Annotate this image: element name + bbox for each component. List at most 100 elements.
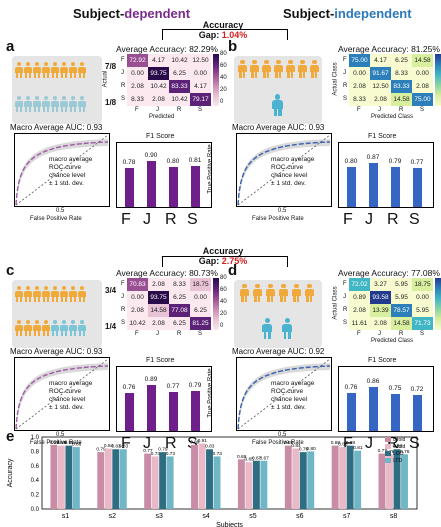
f1-value: 0.79 bbox=[188, 382, 202, 390]
bar bbox=[378, 453, 386, 509]
person-icon bbox=[286, 60, 295, 78]
chance-line bbox=[237, 134, 331, 206]
person-icon bbox=[51, 320, 59, 336]
matrix-row-label: S bbox=[343, 96, 348, 102]
matrix-cell: 10.42 bbox=[169, 93, 190, 106]
roc-curve bbox=[15, 358, 109, 430]
matrix-cell: 6.25 bbox=[190, 304, 211, 317]
matrix-ylabel: Actual Class bbox=[332, 62, 339, 96]
f1-value: 0.75 bbox=[388, 384, 402, 392]
bar-value-label: 0.86 bbox=[338, 442, 348, 448]
legend-chance: chance level bbox=[49, 172, 86, 179]
matrix-cell: 8.33 bbox=[127, 93, 148, 106]
macro-roc-line bbox=[237, 365, 331, 430]
f1-value: 0.72 bbox=[410, 386, 424, 394]
f1-bar bbox=[391, 393, 400, 431]
roc-plot: macro average ROC curve chance level ± 1 s… bbox=[14, 133, 110, 207]
matrix-cell: 71.73 bbox=[412, 317, 433, 330]
legend-macro: macro average ROC curve bbox=[271, 380, 315, 395]
person-icon bbox=[15, 286, 23, 302]
person-icon bbox=[282, 318, 293, 339]
f1-bar bbox=[169, 166, 178, 207]
bar-value-label: 0.83 bbox=[393, 444, 403, 450]
person-icon bbox=[33, 320, 41, 336]
f1-bar bbox=[169, 392, 178, 431]
matrix-row-label: F bbox=[343, 57, 347, 63]
person-icon bbox=[15, 320, 23, 336]
matrix-col-label: S bbox=[198, 331, 203, 337]
roc-curve bbox=[237, 134, 331, 206]
test-ratio: 1/8 bbox=[105, 98, 117, 107]
subject-independent-header: Subject-independent bbox=[283, 6, 412, 21]
matrix-row-label: F bbox=[121, 281, 125, 287]
matrix-cell: 12.50 bbox=[370, 80, 391, 93]
person-icon bbox=[262, 318, 273, 339]
bar bbox=[144, 453, 152, 509]
colorbar-tick: 80 bbox=[220, 275, 227, 281]
f1-class-label: J bbox=[143, 211, 151, 228]
person-icon bbox=[262, 60, 271, 78]
matrix-col-label: F bbox=[135, 331, 139, 337]
bar bbox=[166, 456, 174, 509]
bar-value-label: 0.86 bbox=[72, 442, 82, 448]
y-axis-label: Accuracy bbox=[7, 458, 14, 487]
f1-class-label: S bbox=[409, 211, 420, 228]
train-ratio: 3/4 bbox=[105, 286, 117, 295]
bar bbox=[151, 456, 159, 509]
bar bbox=[245, 462, 253, 509]
colorbar-tick: 40 bbox=[220, 75, 227, 81]
person-icon bbox=[266, 284, 275, 302]
colorbar-tick: 0 bbox=[220, 323, 224, 329]
bar-value-label: 0.89 bbox=[190, 439, 200, 445]
roc-legend: macro average ROC curve chance level ± 1 s… bbox=[271, 156, 325, 188]
legend-std: ± 1 std. dev. bbox=[271, 180, 306, 187]
roc-legend: macro average ROC curve chance level ± 1 s… bbox=[271, 380, 325, 412]
confusion-matrix: 70.83 2.08 8.33 18.75 0.00 93.75 6.25 0.00 2.08 1… bbox=[127, 278, 211, 330]
bar bbox=[50, 444, 58, 509]
legend-std: ± 1 std. dev. bbox=[271, 404, 306, 411]
matrix-col-label: R bbox=[399, 331, 404, 337]
x-tick: s3 bbox=[155, 513, 163, 520]
matrix-col-label: S bbox=[420, 331, 425, 337]
legend-macro: macro average ROC curve bbox=[271, 156, 315, 171]
bar-value-label: 0.65 bbox=[245, 457, 255, 463]
x-tick: s1 bbox=[62, 513, 70, 520]
legend-swatch bbox=[385, 458, 391, 463]
x-tick: s6 bbox=[296, 513, 304, 520]
bar bbox=[104, 448, 112, 509]
colorbar bbox=[435, 54, 441, 106]
bar bbox=[213, 456, 221, 509]
f1-value: 0.76 bbox=[122, 383, 136, 391]
matrix-cell: 6.25 bbox=[169, 317, 190, 330]
matrix-cell: 13.39 bbox=[370, 304, 391, 317]
bar bbox=[237, 459, 245, 509]
matrix-cell: 2.08 bbox=[349, 304, 370, 317]
matrix-cell: 0.00 bbox=[349, 67, 370, 80]
accuracy-bar-chart: 0.00.20.40.60.81.00.890.880.880.86s10.79… bbox=[7, 435, 418, 527]
x-tick: s5 bbox=[249, 513, 257, 520]
matrix-col-label: J bbox=[156, 331, 159, 337]
legend-chance: chance level bbox=[271, 396, 308, 403]
matrix-cell: 91.67 bbox=[370, 67, 391, 80]
macro-roc-line bbox=[15, 365, 109, 430]
f1-class-label: J bbox=[365, 211, 373, 228]
person-icon bbox=[42, 62, 50, 78]
bar bbox=[72, 447, 80, 509]
legend-label: 4 fold bbox=[393, 444, 405, 450]
panel-c: c 3/4 1/4 Average Accuracy: 80.73% 70.83 2.08… bbox=[0, 262, 227, 452]
roc-xtick: 0.5 bbox=[278, 432, 287, 438]
bar bbox=[112, 449, 120, 509]
bar-value-label: 0.83 bbox=[111, 444, 121, 450]
bar-value-label: 0.88 bbox=[346, 440, 356, 446]
person-icon bbox=[78, 96, 86, 112]
confusion-matrix: 72.02 3.27 5.95 18.75 0.89 93.58 5.95 0.00 2.08 1… bbox=[349, 278, 433, 330]
matrix-row-label: J bbox=[343, 70, 346, 76]
person-icon bbox=[33, 96, 41, 112]
subjects-illustration bbox=[234, 56, 322, 124]
matrix-cell: 75.00 bbox=[349, 54, 370, 67]
legend-std: ± 1 std. dev. bbox=[49, 404, 84, 411]
matrix-cell: 0.00 bbox=[190, 291, 211, 304]
roc-xtick: 0.5 bbox=[56, 432, 65, 438]
matrix-cell: 4.17 bbox=[190, 80, 211, 93]
f1-class-label: F bbox=[121, 211, 131, 228]
